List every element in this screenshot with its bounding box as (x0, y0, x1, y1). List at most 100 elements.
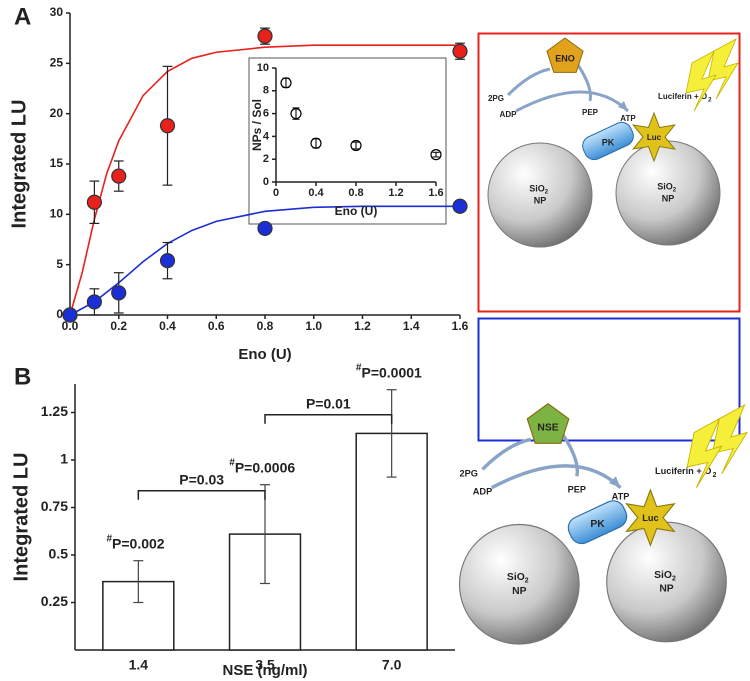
data-point (452, 198, 468, 214)
x-tick-label: 1.6 (452, 319, 469, 333)
bar (102, 580, 175, 651)
arrowhead (609, 476, 621, 488)
nanoparticle (606, 521, 727, 643)
diagram-label: Luciferin + O (650, 369, 695, 378)
x-tick-label: 0.8 (257, 319, 274, 333)
y-tick-label: 2 (263, 153, 269, 165)
arrow (515, 90, 630, 113)
panel-label: A (14, 3, 31, 30)
diagram-label: ADP (500, 110, 518, 119)
y-axis-label: Integrated LU (10, 453, 32, 582)
data-point (290, 107, 302, 120)
data-point (257, 220, 273, 237)
diagram-label: 2PG (488, 94, 504, 103)
data-point (280, 77, 292, 89)
subscript: 2 (545, 190, 549, 196)
kinase-shape (582, 121, 634, 161)
data-point (159, 253, 176, 269)
data-point (86, 294, 102, 310)
comparison-bracket (264, 413, 393, 424)
kinase-shape (567, 500, 628, 545)
diagram-label: 2PG (497, 370, 512, 379)
y-axis-label: Integrated LU (8, 100, 30, 229)
diagram-frame (477, 32, 741, 313)
light-burst (707, 38, 739, 100)
y-tick-label: 0 (263, 176, 269, 188)
error-bar (133, 560, 144, 604)
x-axis-label: Eno (U) (335, 204, 378, 218)
error-bar (352, 141, 360, 150)
diagram-label: ADP (507, 385, 522, 394)
diagram-label: ENO (555, 53, 575, 63)
diagram-label: NP (512, 586, 526, 597)
arrowhead (618, 101, 628, 111)
x-tick-label: 3.5 (255, 657, 275, 673)
error-bar (292, 107, 300, 120)
diagram-label: NP (662, 193, 675, 203)
data-point (159, 118, 176, 134)
x-axis-label: Eno (U) (238, 346, 291, 363)
enzyme-shape (526, 403, 570, 444)
light-burst (686, 417, 723, 488)
light-burst (695, 321, 722, 375)
x-tick-label: 1.0 (305, 319, 322, 333)
diagram-label: ADP (473, 487, 492, 497)
diagram-label: NSE (537, 423, 558, 434)
data-point (452, 43, 468, 59)
subscript: 2 (708, 98, 712, 104)
comparison-bracket (137, 489, 266, 500)
x-tick-label: 0.0 (62, 319, 79, 333)
luciferase-shape (625, 488, 676, 547)
data-point (86, 194, 102, 210)
y-tick-label: 10 (257, 62, 269, 74)
luciferase-shape (628, 388, 665, 431)
p-value-mark: # (356, 362, 362, 373)
kinase-shape (579, 394, 631, 433)
luciferase-shape (631, 111, 677, 163)
x-tick-label: 0.6 (208, 319, 225, 333)
diagram-label: NP (534, 195, 547, 205)
enzyme-shape (546, 37, 584, 73)
x-axis-label: NSE (ng/ml) (223, 662, 308, 679)
diagram-label: Luc (640, 405, 653, 414)
diagram-label: SiO (529, 183, 545, 193)
p-value: P=0.0006 (235, 459, 296, 475)
arrowhead (614, 377, 623, 386)
diagram-label: Luc (642, 513, 658, 523)
nanoparticle (458, 523, 580, 645)
x-tick-label: 0 (273, 187, 279, 199)
data-point (350, 139, 362, 152)
arrow (506, 67, 551, 97)
diagram-frame (477, 317, 741, 442)
diagram-label: ATP (612, 491, 630, 501)
y-tick-label: 0 (56, 307, 63, 321)
y-tick-label: 0.75 (41, 498, 68, 514)
diagram-label: ATP (616, 388, 630, 397)
inset-frame (248, 57, 447, 225)
arrow (490, 464, 622, 490)
arrow (578, 345, 589, 377)
p-value-mark: # (106, 533, 112, 544)
light-burst (675, 332, 702, 386)
diagram-label: Luc (647, 133, 662, 142)
arrow (522, 369, 623, 386)
subscript: 2 (713, 472, 717, 479)
x-tick-label: 7.0 (382, 657, 402, 673)
subscript: 2 (525, 578, 529, 585)
arrow (561, 433, 580, 477)
y-axis-label: NPs / Sol (250, 99, 264, 151)
p-value: P=0.002 (112, 535, 165, 551)
data-point (310, 137, 322, 149)
y-tick-label: 4 (263, 130, 270, 142)
x-tick-label: 1.2 (354, 319, 371, 333)
arrow (515, 348, 553, 371)
error-bar (386, 389, 397, 478)
data-point (111, 285, 127, 301)
diagram-label: NP (659, 584, 673, 595)
x-tick-label: 0.8 (348, 187, 363, 199)
diagram-label: Luciferin + O (655, 466, 711, 476)
diagram-label: PK (602, 137, 615, 147)
